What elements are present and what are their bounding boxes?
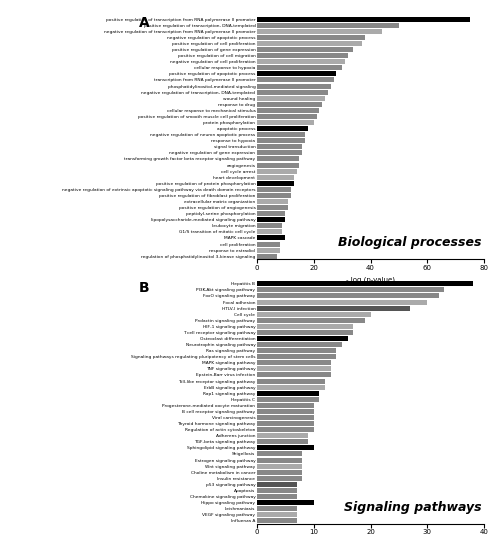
Bar [257, 108, 320, 113]
Bar [257, 175, 294, 180]
Bar [257, 294, 439, 299]
Bar [257, 59, 345, 64]
Text: Biological processes: Biological processes [338, 237, 482, 249]
Bar [257, 102, 322, 107]
Bar [257, 230, 283, 234]
Bar [257, 114, 317, 119]
Bar [257, 157, 299, 161]
Bar [257, 35, 365, 40]
Bar [257, 451, 302, 456]
Bar [257, 217, 286, 222]
Bar [257, 464, 302, 469]
Bar [257, 47, 353, 52]
Bar [257, 199, 288, 204]
Bar [257, 205, 288, 210]
Bar [257, 440, 308, 444]
Text: B: B [139, 281, 149, 295]
Bar [257, 211, 286, 216]
Bar [257, 120, 314, 125]
Bar [257, 433, 308, 438]
Bar [257, 476, 302, 481]
Bar [257, 403, 314, 408]
Bar [257, 181, 294, 186]
Bar [257, 384, 325, 389]
Bar [257, 235, 286, 240]
Bar [257, 354, 336, 359]
Bar [257, 518, 296, 523]
Bar [257, 336, 348, 341]
Bar [257, 144, 302, 149]
Bar [257, 500, 314, 505]
Bar [257, 138, 305, 143]
Bar [257, 324, 353, 329]
Bar [257, 421, 314, 426]
Bar [257, 367, 331, 372]
Bar [257, 132, 305, 137]
Bar [257, 470, 302, 475]
Bar [257, 248, 280, 253]
Bar [257, 348, 336, 353]
Bar [257, 41, 362, 46]
Bar [257, 330, 353, 335]
Bar [257, 224, 283, 228]
Bar [257, 84, 331, 89]
Bar [257, 281, 473, 286]
Bar [257, 300, 427, 305]
Text: A: A [139, 16, 150, 30]
Bar [257, 488, 296, 493]
Bar [257, 373, 331, 377]
Bar [257, 379, 325, 383]
Bar [257, 506, 296, 511]
Bar [257, 126, 308, 131]
Text: Signaling pathways: Signaling pathways [344, 501, 482, 514]
Bar [257, 306, 410, 310]
Bar [257, 90, 328, 94]
Bar [257, 168, 296, 173]
Bar [257, 318, 365, 323]
Bar [257, 163, 299, 167]
Bar [257, 427, 314, 432]
Bar [257, 78, 333, 83]
Bar [257, 17, 470, 22]
X-axis label: - log (p-value): - log (p-value) [346, 276, 395, 283]
Bar [257, 254, 277, 259]
Bar [257, 23, 399, 28]
Bar [257, 360, 331, 365]
Bar [257, 494, 296, 499]
Bar [257, 241, 280, 246]
Bar [257, 342, 342, 347]
Bar [257, 96, 325, 100]
Bar [257, 482, 296, 487]
Bar [257, 65, 342, 70]
Bar [257, 415, 314, 420]
Bar [257, 512, 296, 517]
Bar [257, 53, 348, 58]
Bar [257, 312, 370, 316]
Bar [257, 71, 336, 76]
Bar [257, 187, 291, 192]
Bar [257, 457, 302, 462]
Bar [257, 29, 382, 34]
Bar [257, 287, 445, 292]
Bar [257, 391, 320, 396]
Bar [257, 151, 302, 156]
Bar [257, 446, 314, 450]
Bar [257, 193, 291, 198]
Bar [257, 409, 314, 414]
Bar [257, 397, 320, 402]
